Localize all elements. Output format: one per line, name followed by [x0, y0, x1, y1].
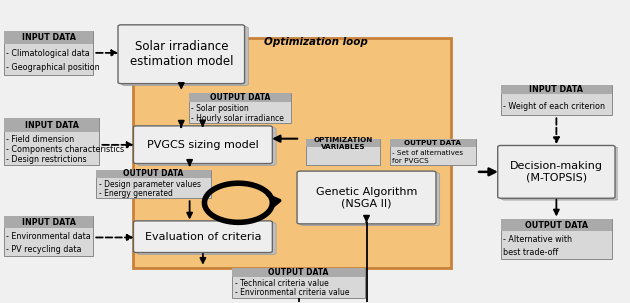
FancyBboxPatch shape — [4, 118, 100, 165]
Text: - Field dimension: - Field dimension — [6, 135, 74, 144]
FancyBboxPatch shape — [232, 268, 365, 277]
Text: - Design parameter values: - Design parameter values — [99, 180, 201, 189]
Text: - Set of alternatives: - Set of alternatives — [392, 150, 463, 156]
Text: - Hourly solar irradiance: - Hourly solar irradiance — [192, 114, 284, 122]
Text: - Alternative with: - Alternative with — [503, 235, 572, 244]
Text: OPTIMIZATION
VARIABLES: OPTIMIZATION VARIABLES — [314, 137, 373, 150]
FancyBboxPatch shape — [390, 139, 476, 165]
Text: Genetic Algorithm
(NSGA II): Genetic Algorithm (NSGA II) — [316, 187, 417, 208]
FancyBboxPatch shape — [498, 145, 615, 198]
FancyBboxPatch shape — [96, 170, 210, 198]
Text: - Environmental data: - Environmental data — [6, 232, 91, 241]
Text: - PV recycling data: - PV recycling data — [6, 245, 82, 254]
Text: INPUT DATA: INPUT DATA — [21, 218, 76, 227]
Text: - Technical criteria value: - Technical criteria value — [235, 279, 328, 288]
Text: - Energy generated: - Energy generated — [99, 189, 173, 198]
Text: - Solar position: - Solar position — [192, 104, 249, 113]
FancyBboxPatch shape — [4, 31, 93, 75]
FancyBboxPatch shape — [137, 128, 276, 165]
Text: OUTPUT DATA: OUTPUT DATA — [404, 140, 461, 146]
FancyBboxPatch shape — [4, 31, 93, 44]
FancyBboxPatch shape — [96, 170, 210, 178]
FancyBboxPatch shape — [390, 139, 476, 147]
FancyBboxPatch shape — [306, 139, 381, 165]
FancyBboxPatch shape — [501, 85, 612, 94]
Text: - Design restrictions: - Design restrictions — [6, 155, 87, 165]
Text: Decision-making
(M-TOPSIS): Decision-making (M-TOPSIS) — [510, 161, 603, 183]
FancyBboxPatch shape — [189, 93, 291, 102]
FancyBboxPatch shape — [137, 223, 276, 254]
Text: PVGCS sizing model: PVGCS sizing model — [147, 140, 259, 150]
Text: - Components characteristics: - Components characteristics — [6, 145, 124, 154]
Text: - Weight of each criterion: - Weight of each criterion — [503, 102, 605, 111]
FancyBboxPatch shape — [4, 118, 100, 132]
FancyBboxPatch shape — [501, 219, 612, 258]
Text: OUTPUT DATA: OUTPUT DATA — [123, 169, 184, 178]
FancyBboxPatch shape — [118, 25, 244, 84]
FancyBboxPatch shape — [297, 171, 436, 224]
Text: INPUT DATA: INPUT DATA — [529, 85, 583, 94]
FancyBboxPatch shape — [501, 85, 612, 115]
Text: INPUT DATA: INPUT DATA — [25, 121, 79, 130]
Text: - Environmental criteria value: - Environmental criteria value — [235, 288, 349, 298]
Text: OUTPUT DATA: OUTPUT DATA — [268, 268, 329, 277]
Text: Solar irradiance
estimation model: Solar irradiance estimation model — [130, 40, 233, 68]
FancyBboxPatch shape — [4, 216, 93, 255]
Text: for PVGCS: for PVGCS — [392, 158, 429, 164]
Text: OUTPUT DATA: OUTPUT DATA — [525, 221, 588, 230]
FancyBboxPatch shape — [134, 38, 452, 268]
FancyBboxPatch shape — [232, 268, 365, 298]
FancyBboxPatch shape — [4, 216, 93, 228]
Text: INPUT DATA: INPUT DATA — [21, 33, 76, 42]
FancyBboxPatch shape — [122, 27, 248, 85]
Text: OUTPUT DATA: OUTPUT DATA — [210, 93, 270, 102]
FancyBboxPatch shape — [501, 147, 619, 200]
Text: - Climatological data: - Climatological data — [6, 49, 90, 58]
Text: best trade-off: best trade-off — [503, 248, 559, 257]
Text: Evaluation of criteria: Evaluation of criteria — [145, 232, 261, 242]
FancyBboxPatch shape — [134, 126, 272, 164]
FancyBboxPatch shape — [134, 221, 272, 252]
FancyBboxPatch shape — [301, 173, 440, 226]
FancyBboxPatch shape — [189, 93, 291, 123]
FancyBboxPatch shape — [306, 139, 381, 147]
FancyBboxPatch shape — [501, 219, 612, 231]
Text: - Geographical position: - Geographical position — [6, 63, 100, 72]
Text: Optimization loop: Optimization loop — [265, 38, 368, 48]
